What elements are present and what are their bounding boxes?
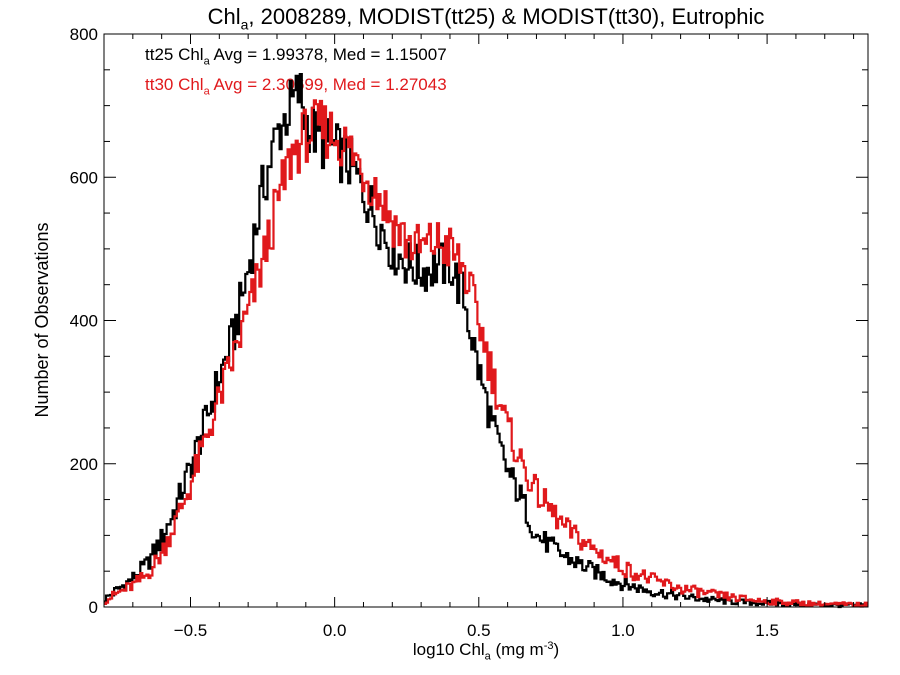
y-tick-label: 0 (89, 598, 98, 617)
legend-entry-tt25-part: tt25 Chl (145, 45, 204, 64)
chart-title-text: Chla, 2008289, MODIST(tt25) & MODIST(tt3… (208, 4, 765, 33)
x-axis-label-text: log10 Chla (mg m-3) (413, 640, 559, 662)
legend-entry-tt25-part: Avg = 1.99378, Med = 1.15007 (210, 45, 447, 64)
chart-title-text-part: , 2008289, MODIST(tt25) & MODIST(tt30), … (248, 4, 764, 29)
series-group (104, 73, 868, 609)
chart-title: Chla, 2008289, MODIST(tt25) & MODIST(tt3… (208, 4, 765, 33)
y-axis-label: Number of Observations (32, 222, 52, 417)
legend: tt25 Chla Avg = 1.99378, Med = 1.15007tt… (145, 45, 447, 97)
x-axis-label-text-part: log10 Chl (413, 640, 485, 659)
histogram-series-tt30 (104, 99, 868, 608)
legend-entry-tt30-part: a (204, 85, 211, 97)
y-tick-label: 200 (70, 455, 98, 474)
x-axis-label: log10 Chla (mg m-3) (413, 640, 559, 662)
y-tick-label: 600 (70, 168, 98, 187)
x-tick-label: 0.5 (467, 621, 491, 640)
y-tick-label: 400 (70, 312, 98, 331)
legend-entry-tt25: tt25 Chla Avg = 1.99378, Med = 1.15007 (145, 45, 447, 67)
chart-title-text-part: Chl (208, 4, 241, 29)
plot-frame (103, 33, 869, 608)
legend-entry-tt25-part: a (204, 55, 211, 67)
y-tick-label: 800 (70, 25, 98, 44)
legend-entry-tt30-part: tt30 Chl (145, 75, 204, 94)
legend-entry-tt30-part: Avg = 2.30699, Med = 1.27043 (210, 75, 447, 94)
histogram-series-tt25 (104, 73, 868, 609)
x-tick-label: 1.5 (755, 621, 779, 640)
x-axis-label-text-part: (mg m (491, 640, 544, 659)
legend-entry-tt30: tt30 Chla Avg = 2.30699, Med = 1.27043 (145, 75, 447, 97)
x-axis-label-text-part: -3 (544, 640, 554, 652)
x-axis-label-text-part: ) (553, 640, 559, 659)
x-tick-label: 0.0 (323, 621, 347, 640)
chart-title-text-part: a (241, 17, 249, 33)
x-axis-label-text-part: a (485, 650, 492, 662)
x-tick-label: −0.5 (174, 621, 208, 640)
x-tick-label: 1.0 (611, 621, 635, 640)
axis-ticks: −0.5 0.0 0.5 1.0 1.5 0 200 400 600 800 (70, 25, 868, 640)
